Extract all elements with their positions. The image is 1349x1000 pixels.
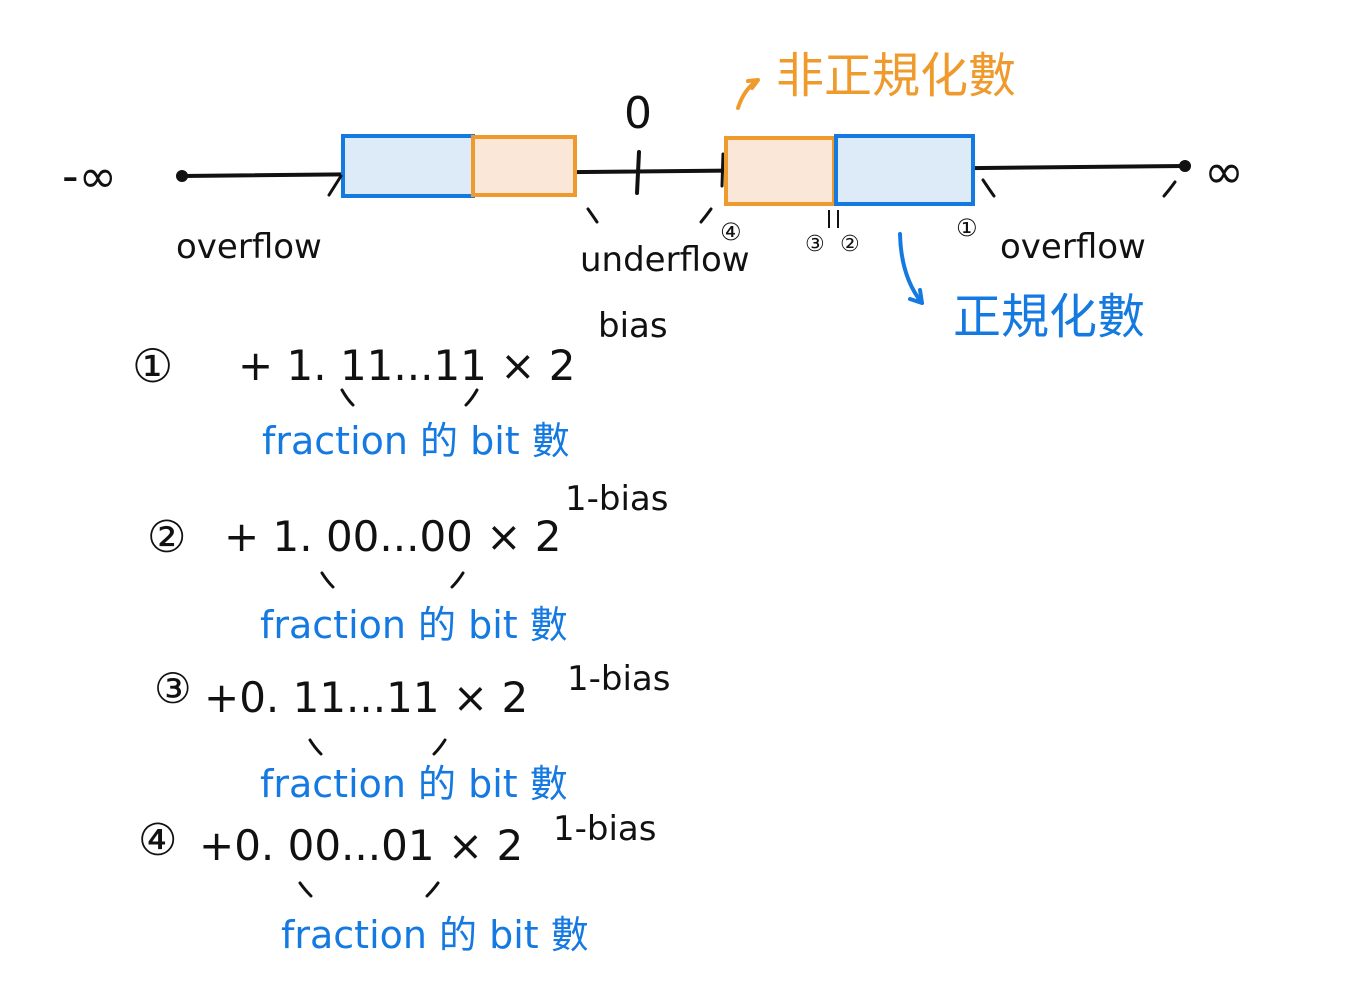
formula-3-brace-left: [308, 738, 323, 756]
formula-2-expression: + 1. 00...00 × 2: [224, 512, 562, 561]
right-normalized-box: [834, 134, 975, 206]
zero-tick: [635, 150, 641, 195]
formula-1-brace-left: [340, 388, 355, 407]
formula-1-expression: + 1. 11...11 × 2: [238, 341, 576, 390]
formula-2-note: fraction 的 bit 數: [260, 603, 568, 647]
underflow-label: underflow: [580, 240, 750, 280]
underflow-right-stroke: [699, 207, 713, 224]
underflow-left-stroke: [586, 207, 599, 224]
right-overflow-left-stroke: [981, 178, 996, 198]
formula-2-brace-left: [320, 571, 335, 589]
marker-1-label: ①: [956, 214, 978, 242]
formula-2-marker: ②: [147, 512, 186, 563]
left-end-dot: [176, 170, 188, 182]
marker-4-label: ④: [720, 218, 742, 246]
pos-infinity-label: ∞: [1204, 144, 1244, 200]
overflow-left-label: overflow: [176, 227, 322, 267]
normalized-label: 正規化數: [953, 289, 1145, 345]
formula-4-marker: ④: [138, 815, 177, 866]
formula-3-brace-right: [432, 738, 447, 756]
formula-4-note: fraction 的 bit 數: [281, 913, 589, 957]
left-overflow-tick: [327, 174, 343, 197]
left-normalized-box: [341, 134, 475, 198]
formula-3-marker: ③: [154, 664, 192, 713]
formula-1-exponent: bias: [598, 306, 668, 346]
formula-2-brace-right: [450, 571, 465, 589]
formula-1-brace-right: [464, 388, 479, 407]
formula-3-expression: +0. 11...11 × 2: [204, 673, 528, 722]
denormalized-label: 非正規化數: [776, 48, 1016, 104]
zero-label: 0: [624, 88, 652, 139]
formula-4-exponent: 1-bias: [553, 809, 656, 849]
formula-1-marker: ①: [132, 339, 173, 393]
number-line: [180, 164, 1187, 178]
formula-3-exponent: 1-bias: [567, 659, 670, 699]
denormalized-arrow: [736, 78, 760, 110]
marker-2-label: ②: [840, 232, 860, 257]
formula-2-exponent: 1-bias: [565, 479, 668, 519]
tick-right-underflow: [720, 152, 725, 188]
right-end-dot: [1179, 160, 1191, 172]
formula-4-expression: +0. 00...01 × 2: [199, 821, 523, 870]
formula-4-brace-right: [425, 881, 440, 898]
formula-1-note: fraction 的 bit 數: [262, 419, 570, 463]
right-overflow-right-stroke: [1162, 180, 1177, 198]
overflow-right-label: overflow: [1000, 227, 1146, 267]
left-denormalized-box: [471, 135, 577, 197]
neg-infinity-label: -∞: [62, 149, 117, 203]
formula-3-note: fraction 的 bit 數: [260, 762, 568, 806]
right-denormalized-box: [724, 136, 836, 206]
formula-4-brace-left: [298, 881, 313, 898]
normalized-arrow: [898, 232, 924, 305]
marker-3-label: ③: [805, 232, 825, 257]
